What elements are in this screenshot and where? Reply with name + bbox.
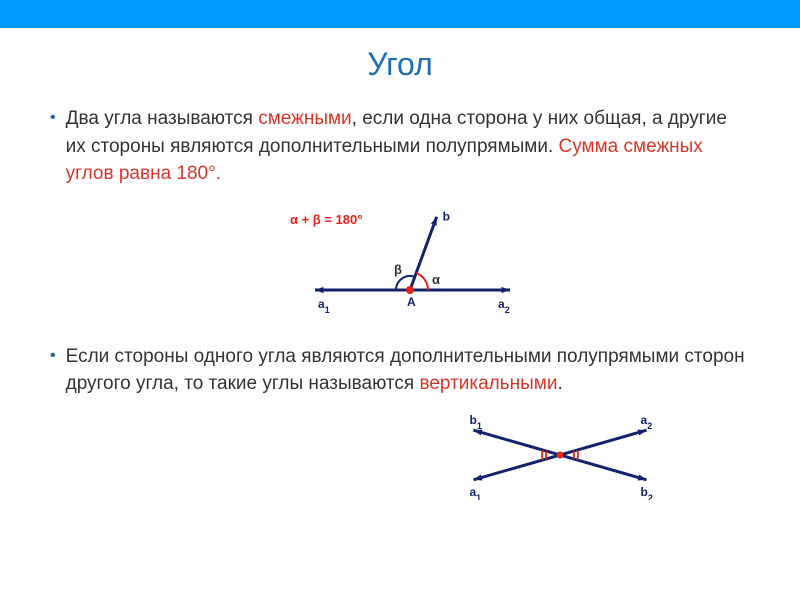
svg-text:b1: b1 bbox=[469, 413, 481, 431]
svg-text:A: A bbox=[407, 295, 416, 309]
bullet-icon: • bbox=[50, 109, 56, 127]
diagram-vertical-angles: b1 a2 a1 b2 bbox=[50, 410, 750, 505]
section-vertical: • Если стороны одного угла являются допо… bbox=[50, 343, 750, 398]
svg-text:b: b bbox=[443, 209, 450, 223]
svg-text:α: α bbox=[432, 272, 440, 287]
svg-text:a1: a1 bbox=[469, 485, 481, 500]
diagram-adjacent-angles: α β Aa1 a2 b α + β = 180° bbox=[50, 200, 750, 325]
svg-text:b2: b2 bbox=[641, 485, 653, 500]
term-adjacent: смежными bbox=[258, 108, 351, 129]
svg-text:α + β = 180°: α + β = 180° bbox=[290, 212, 362, 227]
para-adjacent: Два угла называются смежными, если одна … bbox=[66, 105, 750, 188]
diagram2-svg: b1 a2 a1 b2 bbox=[450, 410, 670, 500]
text-pre1: Два угла называются bbox=[66, 108, 259, 129]
section-adjacent: • Два угла называются смежными, если одн… bbox=[50, 105, 750, 188]
text-pre2: Если стороны одного угла являются дополн… bbox=[66, 346, 745, 395]
content-area: • Два угла называются смежными, если одн… bbox=[0, 105, 800, 505]
term-vertical: вертикальными bbox=[419, 373, 557, 394]
svg-text:a1: a1 bbox=[318, 297, 330, 315]
diagram1-svg: α β Aa1 a2 b α + β = 180° bbox=[260, 200, 540, 320]
header-bar bbox=[0, 0, 800, 28]
svg-text:a2: a2 bbox=[641, 413, 653, 431]
page-title: Угол bbox=[0, 46, 800, 83]
para-vertical: Если стороны одного угла являются дополн… bbox=[66, 343, 750, 398]
svg-text:β: β bbox=[394, 262, 402, 277]
bullet-icon: • bbox=[50, 347, 56, 365]
text-post2: . bbox=[558, 373, 563, 394]
svg-text:a2: a2 bbox=[498, 297, 510, 315]
